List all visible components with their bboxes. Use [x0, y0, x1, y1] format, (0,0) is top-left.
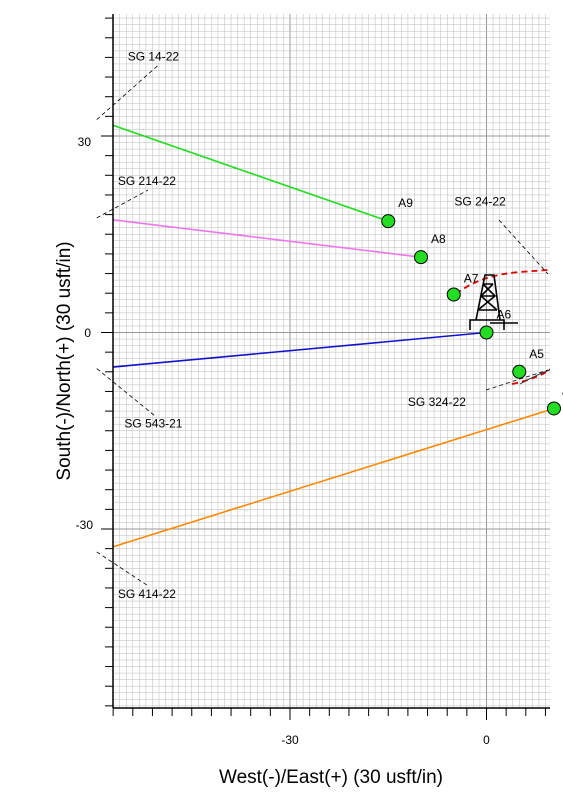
survey-point-A9	[381, 214, 396, 229]
annotation-label: SG 24-22	[454, 194, 506, 208]
minor-ticks	[101, 17, 546, 720]
annotation-label: SG 324-22	[408, 395, 466, 409]
leader-line	[485, 369, 549, 391]
well-label: SG 214-22	[118, 174, 176, 188]
well-label: SG 543-21	[124, 416, 182, 430]
well-path-1	[113, 219, 422, 258]
point-label: A7	[464, 272, 479, 286]
y-axis-title: South(-)/North(+) (30 usft/in)	[54, 241, 75, 480]
well-label: SG 414-22	[118, 587, 176, 601]
well-path-2	[113, 331, 487, 368]
x-axis-title: West(-)/East(+) (30 usft/in)	[219, 767, 443, 788]
well-path-0	[113, 124, 389, 222]
survey-points: A9 A8 A7 A6 A5 A	[381, 196, 563, 416]
leader-line	[498, 219, 549, 275]
drilling-rig-icon	[469, 274, 518, 330]
label-leaders: SG 14-22 SG 214-22 SG 543-21 SG 414-22 SG 24…	[96, 50, 549, 601]
well-path-3	[113, 408, 550, 548]
tick-label-y-30: 30	[78, 135, 92, 149]
point-label: A6	[497, 308, 512, 322]
tick-label-x--30: -30	[281, 733, 299, 747]
survey-point-A6	[479, 325, 494, 340]
leader-line	[96, 551, 149, 587]
tick-label-x-0: 0	[483, 733, 490, 747]
point-label: A	[562, 383, 563, 397]
survey-point-A8	[414, 250, 428, 265]
tick-label-y--30: -30	[76, 518, 94, 532]
point-label: A5	[529, 347, 544, 361]
leader-line	[96, 189, 149, 219]
tick-label-y-0: 0	[84, 326, 91, 340]
grid-lines	[112, 14, 550, 708]
point-label: A9	[398, 196, 413, 210]
point-label: A8	[431, 232, 446, 246]
dark-curve	[519, 369, 550, 385]
leader-line	[96, 368, 155, 416]
well-paths	[113, 124, 550, 548]
survey-point-A5	[512, 364, 527, 379]
survey-point-A7	[446, 287, 461, 302]
survey-point-A	[546, 401, 561, 416]
leader-line	[96, 65, 158, 120]
well-label: SG 14-22	[128, 50, 180, 64]
